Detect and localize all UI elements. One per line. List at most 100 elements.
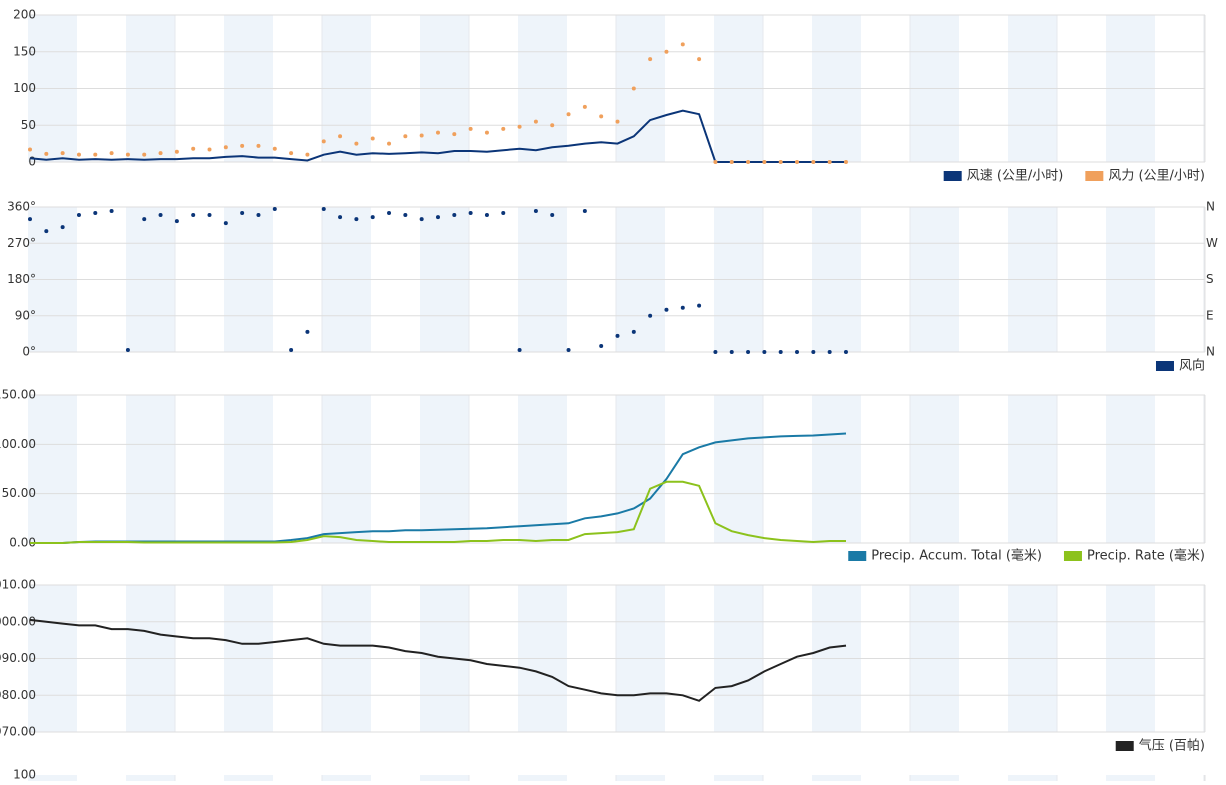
y-tick-label: 1010.00: [0, 578, 36, 592]
band: [224, 775, 273, 781]
series-line: [29, 618, 847, 702]
data-point: [664, 49, 669, 54]
panel: 0 50 100 150 200 风力 (公里/小时) 风速 (公里/小时): [13, 8, 1206, 184]
y2-tick-label: W: [1206, 236, 1218, 250]
data-point: [387, 211, 392, 216]
data-point: [109, 151, 114, 156]
data-point: [256, 143, 261, 148]
data-point: [533, 209, 538, 214]
data-point: [403, 213, 408, 218]
y-tick-label: 90°: [15, 308, 36, 322]
data-point: [76, 152, 81, 157]
y-tick-label: 0.00: [9, 536, 36, 550]
data-point: [843, 350, 848, 354]
data-point: [729, 160, 734, 164]
y-tick-label: 970.00: [0, 725, 36, 739]
data-point: [28, 147, 32, 152]
data-point: [321, 207, 326, 212]
data-point: [811, 350, 816, 354]
data-point: [44, 229, 49, 234]
data-point: [468, 211, 473, 216]
data-point: [484, 130, 489, 135]
data-point: [648, 57, 653, 62]
data-point: [370, 215, 375, 220]
y-tick-label: 100: [13, 768, 36, 782]
data-point: [517, 124, 522, 129]
data-point: [664, 307, 669, 312]
data-point: [240, 211, 245, 216]
data-point: [142, 152, 147, 157]
data-point: [762, 160, 767, 164]
data-point: [158, 213, 163, 218]
band: [714, 395, 763, 543]
data-point: [827, 160, 832, 164]
y-tick-label: 0: [28, 155, 36, 169]
data-point: [713, 350, 718, 354]
series-line: [29, 109, 846, 163]
legend-label: 风速 (公里/小时): [967, 169, 1064, 184]
y-tick-label: 150.00: [0, 388, 36, 402]
data-point: [256, 213, 261, 218]
data-point: [174, 149, 179, 154]
data-point: [370, 136, 375, 141]
data-point: [354, 141, 359, 146]
data-point: [28, 217, 32, 222]
legend-swatch: [1155, 361, 1174, 371]
data-point: [484, 213, 489, 218]
legend-swatch: [1063, 551, 1082, 561]
band: [28, 775, 77, 781]
y-tick-label: 360°: [7, 200, 36, 214]
y-tick-label: 200: [13, 8, 36, 22]
band: [812, 395, 861, 543]
data-point: [550, 213, 555, 218]
data-point: [517, 347, 522, 352]
data-point: [289, 347, 294, 352]
data-point: [387, 141, 392, 146]
data-point: [582, 104, 587, 109]
data-point: [533, 119, 538, 124]
data-point: [191, 146, 196, 151]
band: [420, 395, 469, 543]
data-point: [762, 350, 767, 354]
legend-label: 气压 (百帕): [1139, 738, 1205, 754]
data-point: [599, 343, 604, 348]
data-point: [93, 152, 98, 157]
panel: 100: [13, 768, 1206, 782]
data-point: [452, 132, 457, 137]
data-point: [468, 126, 473, 131]
data-point: [615, 333, 620, 338]
data-point: [827, 350, 832, 354]
data-point: [174, 219, 179, 224]
data-point: [697, 57, 702, 62]
y2-tick-label: N: [1206, 345, 1215, 359]
data-point: [729, 350, 734, 354]
band: [1008, 395, 1057, 543]
data-point: [240, 143, 245, 148]
y-tick-label: 100.00: [0, 437, 36, 451]
band: [126, 775, 175, 781]
y-tick-label: 990.00: [0, 651, 36, 665]
legend-swatch: [848, 551, 867, 561]
legend-swatch: [1115, 741, 1134, 751]
legend-swatch: [943, 171, 962, 181]
y2-tick-label: S: [1206, 272, 1214, 286]
data-point: [680, 42, 685, 47]
band: [1106, 395, 1155, 543]
y2-tick-label: E: [1206, 308, 1214, 322]
band: [910, 395, 959, 543]
band: [812, 775, 861, 781]
y2-tick-label: N: [1206, 200, 1215, 214]
data-point: [795, 160, 800, 164]
data-point: [207, 147, 212, 152]
data-point: [207, 213, 212, 218]
y-tick-label: 50: [21, 118, 36, 132]
data-point: [338, 215, 343, 220]
legend-swatch: [1085, 171, 1104, 181]
panel: 0.00 50.00 100.00 150.00 Precip. Rate (毫米) Pr…: [0, 388, 1206, 564]
band: [1008, 775, 1057, 781]
data-point: [354, 217, 359, 222]
data-point: [746, 160, 751, 164]
data-point: [305, 152, 310, 157]
y-tick-label: 150: [13, 44, 36, 58]
